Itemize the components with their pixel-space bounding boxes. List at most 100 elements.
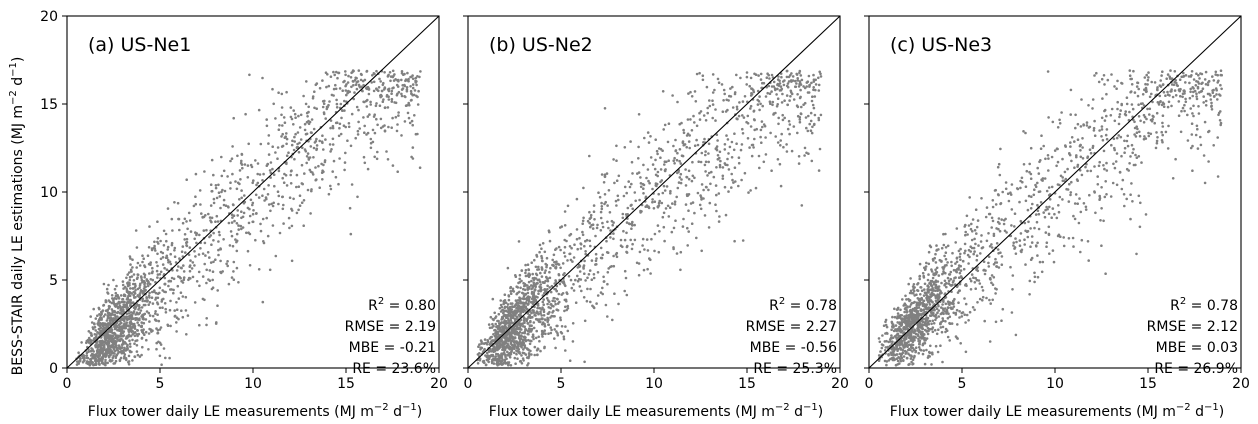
data-point xyxy=(681,141,685,144)
data-point xyxy=(998,229,1002,233)
data-point xyxy=(158,306,162,310)
data-point xyxy=(957,276,961,280)
data-point xyxy=(156,220,159,223)
data-point xyxy=(564,349,567,352)
data-point xyxy=(354,76,358,80)
data-point xyxy=(696,191,700,195)
data-point xyxy=(138,355,142,358)
data-point xyxy=(927,250,931,254)
data-point xyxy=(1143,135,1146,138)
data-point xyxy=(540,275,544,278)
data-point xyxy=(401,84,405,87)
data-point xyxy=(1059,174,1063,178)
data-point xyxy=(1162,90,1166,94)
data-point xyxy=(1207,160,1210,163)
data-point xyxy=(537,292,540,296)
data-point xyxy=(294,132,297,136)
data-point xyxy=(768,77,771,80)
data-point xyxy=(131,287,135,290)
data-point xyxy=(1037,227,1041,231)
data-point xyxy=(544,269,547,272)
data-point xyxy=(313,106,316,110)
data-point xyxy=(726,157,729,161)
data-point xyxy=(518,280,522,284)
data-point xyxy=(121,334,125,338)
data-point xyxy=(124,349,127,352)
data-point xyxy=(1047,157,1050,160)
data-point xyxy=(343,99,346,103)
data-point xyxy=(106,349,109,353)
data-point xyxy=(980,197,983,200)
data-point xyxy=(490,335,494,339)
data-point xyxy=(161,289,164,292)
data-point xyxy=(282,222,285,225)
data-point xyxy=(514,299,518,302)
data-point xyxy=(274,254,278,258)
data-point xyxy=(502,329,506,332)
data-point xyxy=(271,204,275,208)
data-point xyxy=(1184,100,1188,104)
data-point xyxy=(1088,193,1091,197)
data-point xyxy=(182,264,185,267)
data-point xyxy=(523,352,526,355)
data-point xyxy=(210,216,214,220)
panel-a-y-tick-label: 0 xyxy=(49,361,58,377)
data-point xyxy=(584,252,587,256)
data-point xyxy=(310,188,313,191)
data-point xyxy=(128,339,131,343)
data-point xyxy=(154,249,157,252)
data-point xyxy=(341,109,344,112)
data-point xyxy=(119,294,123,297)
data-point xyxy=(166,324,170,328)
data-point xyxy=(282,181,286,184)
data-point xyxy=(997,266,1001,269)
data-point xyxy=(919,293,922,296)
data-point xyxy=(623,146,627,149)
data-point xyxy=(513,336,517,340)
data-point xyxy=(676,100,679,104)
data-point xyxy=(355,87,359,91)
data-point xyxy=(1204,99,1208,103)
data-point xyxy=(120,317,123,321)
panel-a-points xyxy=(75,69,422,367)
data-point xyxy=(534,336,538,340)
data-point xyxy=(414,81,418,84)
data-point xyxy=(231,216,234,219)
data-point xyxy=(391,87,394,90)
data-point xyxy=(504,361,507,365)
data-point xyxy=(168,260,172,264)
data-point xyxy=(568,245,572,248)
data-point xyxy=(383,71,386,74)
data-point xyxy=(285,142,288,146)
data-point xyxy=(1047,116,1050,119)
data-point xyxy=(187,211,191,215)
data-point xyxy=(295,211,299,215)
data-point xyxy=(285,154,289,157)
data-point xyxy=(168,308,172,312)
data-point xyxy=(613,181,616,185)
panel-a-x-tick-label: 5 xyxy=(156,376,165,392)
data-point xyxy=(1009,265,1012,269)
data-point xyxy=(414,132,418,136)
data-point xyxy=(499,333,503,337)
data-point xyxy=(269,171,273,175)
data-point xyxy=(129,311,133,314)
data-point xyxy=(186,314,190,317)
data-point xyxy=(686,118,690,121)
data-point xyxy=(355,81,359,84)
data-point xyxy=(543,346,546,350)
data-point xyxy=(689,202,693,205)
data-point xyxy=(1106,78,1110,82)
data-point xyxy=(507,307,510,311)
data-point xyxy=(664,207,668,210)
panel-b-r2: R2 = 0.78 xyxy=(769,296,837,314)
data-point xyxy=(563,224,567,227)
data-point xyxy=(91,361,94,364)
data-point xyxy=(126,273,129,276)
data-point xyxy=(192,204,196,208)
data-point xyxy=(530,324,533,328)
data-point xyxy=(127,290,130,294)
data-point xyxy=(534,285,537,289)
data-point xyxy=(214,220,217,223)
data-point xyxy=(741,132,745,135)
